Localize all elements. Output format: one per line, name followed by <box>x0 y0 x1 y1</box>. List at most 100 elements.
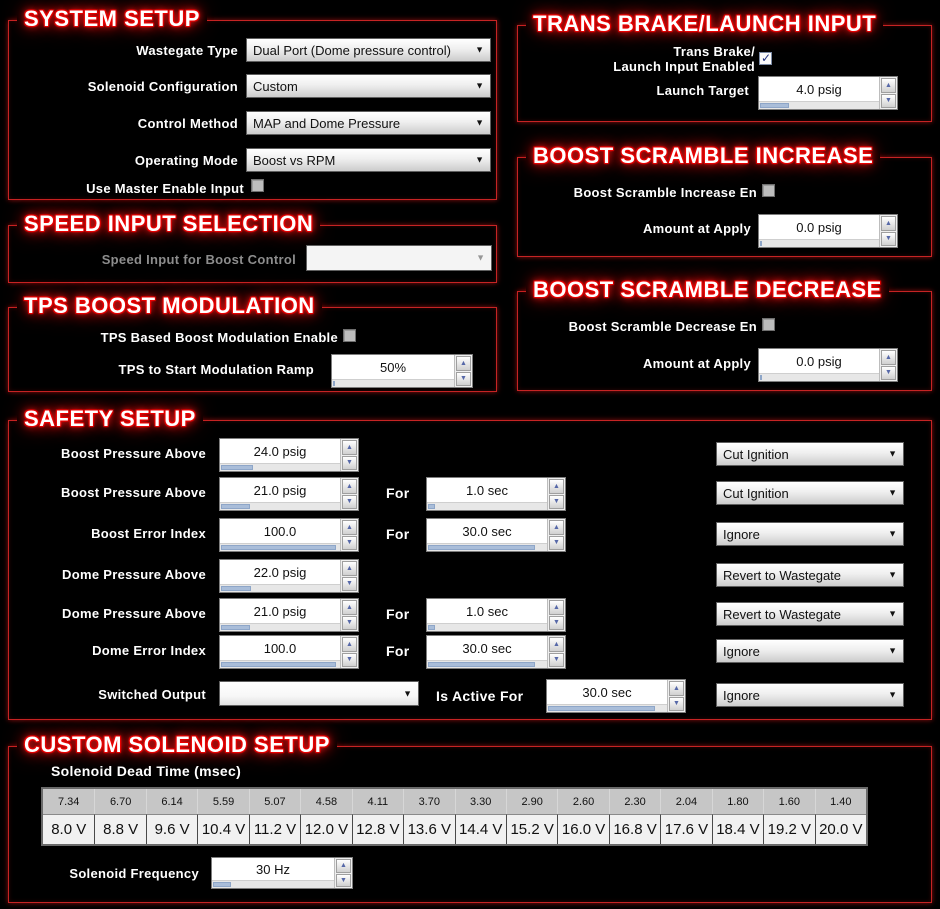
table-cell[interactable]: 4.58 <box>300 789 352 814</box>
slider-thumb[interactable] <box>760 241 762 246</box>
safety-action-select[interactable]: Revert to Wastegate ▼ <box>716 602 904 626</box>
table-cell[interactable]: 16.0 V <box>557 814 609 844</box>
spinner-up-button[interactable]: ▲ <box>549 637 564 652</box>
spinner-up-button[interactable]: ▲ <box>881 216 896 231</box>
table-cell[interactable]: 3.30 <box>454 789 506 814</box>
table-cell[interactable]: 2.60 <box>557 789 609 814</box>
spinner-up-button[interactable]: ▲ <box>342 637 357 652</box>
spinner-slider[interactable] <box>427 543 547 551</box>
for-duration-spinner[interactable]: 30.0 sec ▲ ▼ <box>426 518 566 552</box>
slider-thumb[interactable] <box>333 381 335 386</box>
slider-thumb[interactable] <box>221 625 250 630</box>
table-cell[interactable]: 2.30 <box>608 789 661 814</box>
table-cell[interactable]: 11.2 V <box>248 814 301 844</box>
spinner-up-button[interactable]: ▲ <box>342 440 357 455</box>
spinner-slider[interactable] <box>427 502 547 510</box>
slider-thumb[interactable] <box>428 545 535 550</box>
spinner-down-button[interactable]: ▼ <box>342 615 357 630</box>
boost-error-index-spinner[interactable]: 100.0 ▲ ▼ <box>219 518 359 552</box>
safety-action-select[interactable]: Cut Ignition ▼ <box>716 442 904 466</box>
table-cell[interactable]: 9.6 V <box>145 814 198 844</box>
safety-action-select[interactable]: Cut Ignition ▼ <box>716 481 904 505</box>
table-cell[interactable]: 1.60 <box>763 789 815 814</box>
spinner-value[interactable]: 30 Hz <box>256 861 290 877</box>
spinner-up-button[interactable]: ▲ <box>549 479 564 494</box>
spinner-up-button[interactable]: ▲ <box>336 859 351 873</box>
spinner-slider[interactable] <box>332 379 454 387</box>
spinner-up-button[interactable]: ▲ <box>342 479 357 494</box>
table-cell[interactable]: 18.4 V <box>711 814 764 844</box>
spinner-slider[interactable] <box>220 502 340 510</box>
spinner-slider[interactable] <box>220 584 340 592</box>
boost-pressure-above-spinner[interactable]: 24.0 psig ▲ ▼ <box>219 438 359 472</box>
spinner-value[interactable]: 30.0 sec <box>462 640 512 656</box>
spinner-value[interactable]: 0.0 psig <box>796 353 842 369</box>
table-cell[interactable]: 16.8 V <box>608 814 661 844</box>
spinner-down-button[interactable]: ▼ <box>669 696 684 711</box>
tps-modulation-enable-checkbox[interactable]: ✓ <box>343 329 356 342</box>
spinner-slider[interactable] <box>427 660 547 668</box>
control-method-select[interactable]: MAP and Dome Pressure ▼ <box>246 111 491 135</box>
safety-action-select[interactable]: Ignore ▼ <box>716 639 904 663</box>
table-cell[interactable]: 1.40 <box>814 789 866 814</box>
solenoid-configuration-select[interactable]: Custom ▼ <box>246 74 491 98</box>
speed-input-select[interactable]: ▼ <box>306 245 492 271</box>
spinner-slider[interactable] <box>212 880 334 888</box>
slider-thumb[interactable] <box>428 504 436 509</box>
slider-thumb[interactable] <box>428 625 436 630</box>
dome-pressure-above-spinner[interactable]: 21.0 psig ▲ ▼ <box>219 598 359 632</box>
spinner-value[interactable]: 24.0 psig <box>253 443 307 459</box>
trans-brake-enable-checkbox[interactable]: ✓ <box>759 52 772 65</box>
slider-thumb[interactable] <box>221 662 337 667</box>
spinner-slider[interactable] <box>220 660 340 668</box>
spinner-down-button[interactable]: ▼ <box>342 576 357 591</box>
spinner-up-button[interactable]: ▲ <box>342 520 357 535</box>
use-master-enable-checkbox[interactable]: ✓ <box>251 179 264 192</box>
spinner-slider[interactable] <box>220 543 340 551</box>
spinner-down-button[interactable]: ▼ <box>549 652 564 667</box>
spinner-down-button[interactable]: ▼ <box>881 231 896 246</box>
spinner-down-button[interactable]: ▼ <box>342 494 357 509</box>
scramble-decrease-enable-checkbox[interactable]: ✓ <box>762 318 775 331</box>
spinner-value[interactable]: 0.0 psig <box>796 219 842 235</box>
dome-error-index-spinner[interactable]: 100.0 ▲ ▼ <box>219 635 359 669</box>
spinner-up-button[interactable]: ▲ <box>456 356 471 371</box>
spinner-down-button[interactable]: ▼ <box>336 873 351 887</box>
launch-target-spinner[interactable]: 4.0 psig ▲ ▼ <box>758 76 898 110</box>
spinner-value[interactable]: 30.0 sec <box>462 523 512 539</box>
table-cell[interactable]: 7.34 <box>43 789 95 814</box>
slider-thumb[interactable] <box>548 706 655 711</box>
table-cell[interactable]: 2.90 <box>505 789 558 814</box>
table-cell[interactable]: 2.04 <box>660 789 712 814</box>
spinner-value[interactable]: 4.0 psig <box>796 81 842 97</box>
table-cell[interactable]: 13.6 V <box>403 814 455 844</box>
for-duration-spinner[interactable]: 30.0 sec ▲ ▼ <box>426 635 566 669</box>
table-cell[interactable]: 8.8 V <box>94 814 146 844</box>
table-cell[interactable]: 5.07 <box>248 789 301 814</box>
scramble-decrease-amount-spinner[interactable]: 0.0 psig ▲ ▼ <box>758 348 898 382</box>
spinner-value[interactable]: 30.0 sec <box>582 684 632 700</box>
scramble-increase-amount-spinner[interactable]: 0.0 psig ▲ ▼ <box>758 214 898 248</box>
spinner-value[interactable]: 100.0 <box>263 640 297 656</box>
spinner-value[interactable]: 1.0 sec <box>466 482 508 498</box>
for-duration-spinner[interactable]: 1.0 sec ▲ ▼ <box>426 477 566 511</box>
spinner-down-button[interactable]: ▼ <box>342 535 357 550</box>
spinner-down-button[interactable]: ▼ <box>549 494 564 509</box>
spinner-value[interactable]: 50% <box>379 359 407 375</box>
spinner-down-button[interactable]: ▼ <box>881 93 896 108</box>
table-cell[interactable]: 4.11 <box>351 789 404 814</box>
spinner-down-button[interactable]: ▼ <box>549 535 564 550</box>
table-cell[interactable]: 19.2 V <box>763 814 815 844</box>
spinner-value[interactable]: 21.0 psig <box>253 603 307 619</box>
spinner-up-button[interactable]: ▲ <box>549 600 564 615</box>
is-active-for-spinner[interactable]: 30.0 sec ▲ ▼ <box>546 679 686 713</box>
table-cell[interactable]: 5.59 <box>197 789 249 814</box>
table-cell[interactable]: 6.70 <box>94 789 146 814</box>
safety-action-select[interactable]: Ignore ▼ <box>716 522 904 546</box>
table-cell[interactable]: 6.14 <box>145 789 198 814</box>
spinner-value[interactable]: 21.0 psig <box>253 482 307 498</box>
spinner-up-button[interactable]: ▲ <box>881 78 896 93</box>
spinner-down-button[interactable]: ▼ <box>881 365 896 380</box>
dome-pressure-above-spinner[interactable]: 22.0 psig ▲ ▼ <box>219 559 359 593</box>
switched-output-select[interactable]: ▼ <box>219 681 419 706</box>
